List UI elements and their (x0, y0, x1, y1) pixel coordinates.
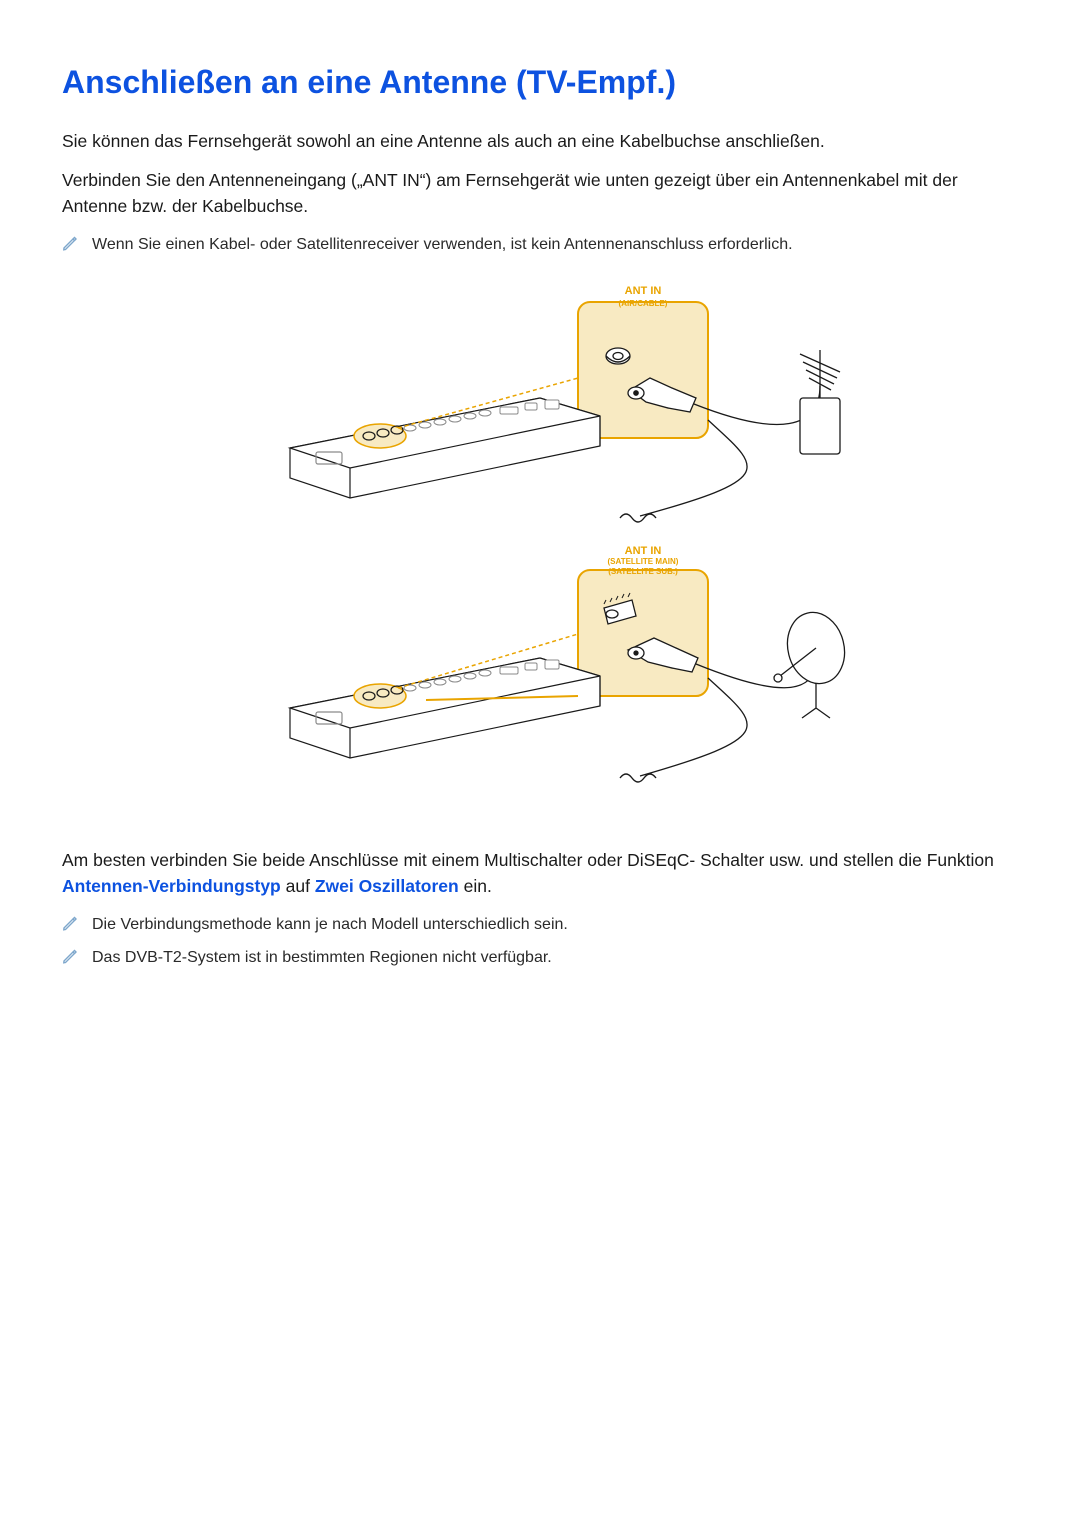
callout-1-line2: (AIR/CABLE) (619, 299, 668, 308)
p3-mid: auf (281, 876, 315, 896)
pencil-note-icon (62, 915, 78, 936)
connection-diagram: ANT IN (AIR/CABLE) (62, 278, 1018, 818)
note-text-1: Wenn Sie einen Kabel- oder Satellitenrec… (92, 233, 793, 256)
p3-bold-2: Zwei Oszillatoren (315, 876, 459, 896)
p3-lead: Am besten verbinden Sie beide Anschlüsse… (62, 850, 994, 870)
note-text-3: Das DVB-T2-System ist in bestimmten Regi… (92, 946, 552, 969)
note-row-3: Das DVB-T2-System ist in bestimmten Regi… (62, 946, 1018, 969)
callout-1-line1: ANT IN (625, 285, 662, 297)
p3-tail: ein. (459, 876, 492, 896)
page-title: Anschließen an eine Antenne (TV-Empf.) (62, 64, 1018, 101)
intro-paragraph-1: Sie können das Fernsehgerät sowohl an ei… (62, 129, 1018, 154)
p3-bold-1: Antennen-Verbindungstyp (62, 876, 281, 896)
callout-2-line2: (SATELLITE MAIN) (608, 557, 679, 566)
pencil-note-icon (62, 948, 78, 969)
pencil-note-icon (62, 235, 78, 256)
intro-paragraph-2: Verbinden Sie den Antenneneingang („ANT … (62, 168, 1018, 219)
note-row-2: Die Verbindungsmethode kann je nach Mode… (62, 913, 1018, 936)
note-text-2: Die Verbindungsmethode kann je nach Mode… (92, 913, 568, 936)
callout-2-line1: ANT IN (625, 545, 662, 557)
body-paragraph-3: Am besten verbinden Sie beide Anschlüsse… (62, 848, 1018, 899)
note-row-1: Wenn Sie einen Kabel- oder Satellitenrec… (62, 233, 1018, 256)
callout-2-line3: (SATELLITE SUB.) (608, 567, 678, 576)
